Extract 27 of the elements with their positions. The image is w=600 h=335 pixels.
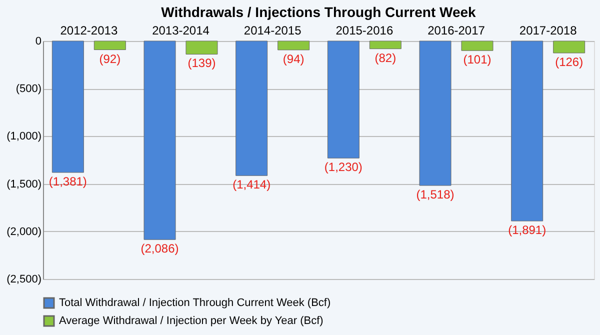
y-tick-label: (500): [16, 83, 42, 96]
data-label: (2,086): [140, 242, 179, 256]
data-label: (82): [374, 50, 396, 65]
data-label: (1,414): [232, 178, 271, 192]
y-tick-label: (1,000): [6, 130, 42, 143]
data-label: (139): [188, 56, 216, 70]
legend-label: Average Withdrawal / Injection per Week by Year (Bcf): [59, 315, 324, 327]
y-tick-label: (2,500): [6, 274, 42, 286]
legend-label: Total Withdrawal / Injection Through Current Week (Bcf): [59, 297, 331, 309]
data-label: (126): [555, 54, 584, 69]
data-label: (1,518): [416, 188, 454, 202]
data-label: (1,381): [48, 174, 87, 188]
x-tick-label: 2015-2016: [336, 24, 394, 38]
data-label: (1,230): [324, 160, 362, 174]
data-label: (1,891): [508, 223, 546, 238]
data-label: (94): [282, 52, 304, 66]
x-tick-label: 2016-2017: [428, 24, 486, 38]
data-label: (101): [463, 52, 492, 67]
y-tick-label: 0: [35, 36, 42, 48]
data-label: (92): [99, 52, 121, 66]
x-tick-label: 2012-2013: [60, 24, 118, 38]
chart-title: Withdrawals / Injections Through Current Week: [161, 4, 476, 20]
x-tick-label: 2014-2015: [244, 24, 302, 38]
y-tick-label: (2,000): [6, 226, 42, 238]
x-tick-label: 2017-2018: [519, 24, 578, 38]
y-tick-label: (1,500): [6, 178, 42, 190]
x-tick-label: 2013-2014: [152, 24, 210, 38]
